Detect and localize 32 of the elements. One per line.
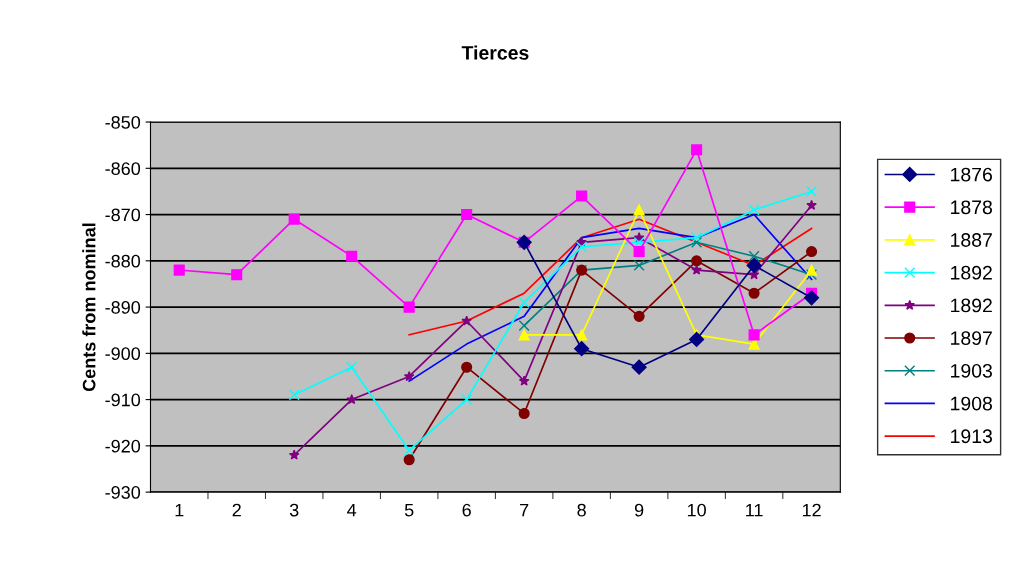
y-tick-label: -910	[105, 393, 141, 407]
y-tick-label: -920	[105, 439, 141, 453]
legend-label: 1892	[951, 298, 992, 313]
legend-label: 1876	[951, 167, 992, 182]
legend-label: 1878	[951, 200, 992, 215]
x-tick-label: 10	[687, 503, 706, 517]
legend-label: 1887	[951, 233, 992, 247]
x-tick-label: 7	[520, 503, 529, 517]
legend-label: 1913	[951, 429, 992, 444]
y-tick-label: -930	[105, 486, 141, 499]
x-tick-label: 4	[347, 503, 357, 517]
legend-label: 1908	[951, 396, 992, 411]
y-tick-label: -850	[105, 115, 141, 129]
y-tick-label: -870	[105, 208, 141, 222]
y-tick-label: -880	[105, 254, 141, 268]
x-tick-label: 6	[462, 503, 471, 517]
x-tick-label: 2	[232, 503, 241, 517]
x-tick-label: 1	[175, 503, 184, 517]
y-tick-label: -860	[105, 162, 141, 176]
y-tick-label: -890	[105, 301, 141, 314]
x-tick-label: 11	[746, 503, 763, 517]
legend-label: 1892	[951, 265, 992, 280]
legend-label: 1897	[951, 331, 992, 346]
x-tick-label: 5	[404, 503, 414, 517]
x-tick-label: 8	[577, 503, 586, 517]
y-axis-title: Cents from nominal	[82, 223, 96, 392]
legend-label: 1903	[951, 363, 992, 378]
x-tick-label: 3	[289, 503, 299, 517]
y-tick-label: -900	[105, 347, 141, 361]
x-tick-label: 9	[634, 503, 644, 517]
chart-title: Tierces	[461, 45, 529, 60]
x-tick-label: 12	[802, 503, 821, 517]
